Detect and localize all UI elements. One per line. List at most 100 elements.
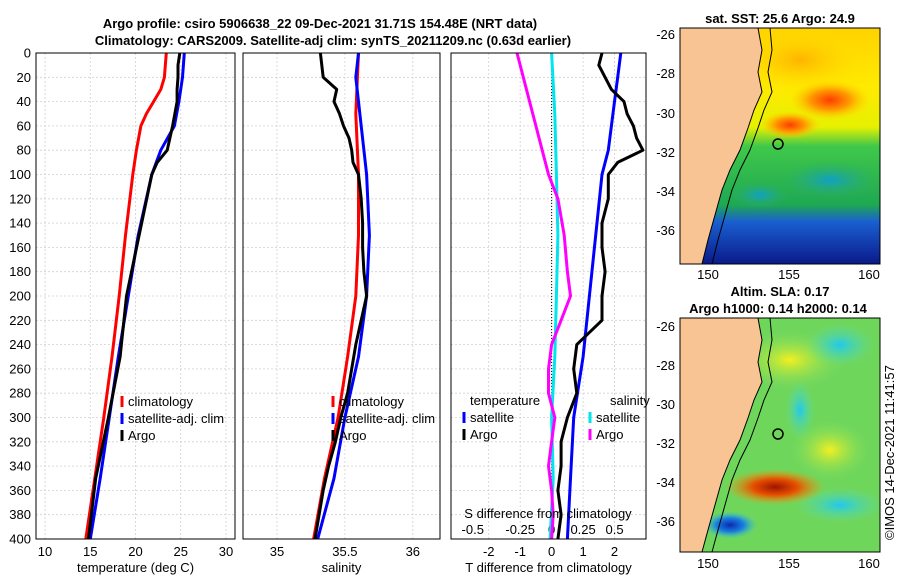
depth-tick-label: 80 <box>17 143 31 158</box>
sst-cool-patch <box>780 160 880 200</box>
depth-tick-label: 0 <box>24 46 31 61</box>
sla-xtick-150: 150 <box>697 556 719 571</box>
salinity-xlabel: salinity <box>322 560 362 575</box>
depth-tick-label: 280 <box>9 386 31 401</box>
legend-climatology-label: climatology <box>128 394 194 409</box>
salinity-frame <box>242 52 441 540</box>
legend-satellite-label: satellite-adj. clim <box>128 411 224 426</box>
sla-ytick--30: -30 <box>656 397 675 412</box>
difference-frame <box>450 52 647 540</box>
difference-xtick-label: 2 <box>611 544 618 559</box>
salinity-xtick-label: 36 <box>406 544 420 559</box>
legend-argo-label: Argo <box>128 428 155 443</box>
sst-map-frame <box>679 27 881 265</box>
sst-coastline <box>701 28 763 264</box>
depth-tick-label: 180 <box>9 264 31 279</box>
difference-xtick-label: 0 <box>548 544 555 559</box>
sst-map-title: sat. SST: 25.6 Argo: 24.9 <box>705 11 855 26</box>
salinity-xtick-label: 35.5 <box>332 544 357 559</box>
sst-hot-patch-2 <box>760 111 820 139</box>
figure-title-line1: Argo profile: csiro 5906638_22 09-Dec-20… <box>103 16 537 31</box>
depth-tick-label: 260 <box>9 361 31 376</box>
sla-warm-eddy <box>725 469 825 505</box>
sla-cyan-patch-2 <box>785 380 815 440</box>
sal-legend-climatology-label: climatology <box>339 394 405 409</box>
depth-tick-label: 20 <box>17 70 31 85</box>
diff-legend-temperature-title: temperature <box>470 393 540 408</box>
sla-xtick-160: 160 <box>858 556 880 571</box>
sst-ytick--34: -34 <box>656 184 675 199</box>
s-diff-tick-label: -0.5 <box>462 522 484 537</box>
temperature-xtick-label: 10 <box>38 544 52 559</box>
salinity-panel: 35 35.5 36 salinity <box>242 52 441 575</box>
sal-legend-satellite-label: satellite-adj. clim <box>339 411 435 426</box>
sst-xtick-150: 150 <box>697 267 719 282</box>
depth-tick-label: 60 <box>17 118 31 133</box>
diff-legend-salinity-title: salinity <box>610 393 650 408</box>
sla-argo-marker <box>772 428 784 440</box>
s-difference-axis-label: S difference from climatology <box>464 506 632 521</box>
temperature-xtick-label: 25 <box>173 544 187 559</box>
sla-ytick--36: -36 <box>656 514 675 529</box>
sst-ytick--36: -36 <box>656 223 675 238</box>
temperature-xlabel: temperature (deg C) <box>77 560 194 575</box>
sla-ytick--28: -28 <box>656 358 675 373</box>
difference-line-t-satellite <box>565 52 623 540</box>
sla-ytick--34: -34 <box>656 475 675 490</box>
sst-warm-patch <box>730 28 870 95</box>
salinity-line-argo <box>313 52 369 540</box>
temperature-legend: climatology satellite-adj. clim Argo <box>120 394 224 443</box>
sst-map: sat. SST: 25.6 Argo: 24.9 <box>679 11 881 265</box>
sst-xtick-155: 155 <box>778 267 800 282</box>
sla-cold-eddy <box>702 511 758 539</box>
depth-tick-label: 220 <box>9 313 31 328</box>
difference-line-s-satellite <box>548 52 560 540</box>
sla-map-frame <box>679 317 881 553</box>
sla-map-title-line1: Altim. SLA: 0.17 <box>731 284 830 299</box>
sla-yellow-patch-2 <box>790 420 870 480</box>
difference-xtick-label: 1 <box>579 544 586 559</box>
sst-map-axes: 150 155 160 -26 -28 -30 -32 -34 -36 <box>656 27 880 282</box>
sst-argo-marker <box>772 138 784 150</box>
sst-ytick--28: -28 <box>656 66 675 81</box>
sst-land <box>680 28 762 264</box>
sla-cyan-patch <box>805 323 875 367</box>
depth-tick-label: 160 <box>9 240 31 255</box>
depth-tick-label: 320 <box>9 434 31 449</box>
sst-cool-patch-2 <box>730 181 790 209</box>
difference-line-t-argo <box>556 52 645 540</box>
sst-ytick--26: -26 <box>656 27 675 42</box>
figure-title-line2: Climatology: CARS2009. Satellite-adj cli… <box>95 33 571 48</box>
sla-map-axes: 150 155 160 -26 -28 -30 -32 -34 -36 <box>656 319 880 571</box>
sla-map-title-line2: Argo h1000: 0.14 h2000: 0.14 <box>689 301 868 316</box>
difference-legend: temperature satellite Argo salinity sate… <box>462 393 650 521</box>
temperature-xtick-label: 20 <box>128 544 142 559</box>
sst-ytick--30: -30 <box>656 106 675 121</box>
s-diff-tick-label: 0.5 <box>606 522 624 537</box>
depth-tick-label: 340 <box>9 459 31 474</box>
depth-tick-label: 200 <box>9 289 31 304</box>
temperature-line-climatology <box>84 52 168 540</box>
difference-xlabel: T difference from climatology <box>465 560 632 575</box>
salinity-xtick-label: 35 <box>270 544 284 559</box>
difference-xtick-label: -1 <box>514 544 526 559</box>
difference-xtick-label: -2 <box>483 544 495 559</box>
s-diff-tick-label: -0.25 <box>505 522 535 537</box>
diff-legend-s-satellite-label: satellite <box>596 410 640 425</box>
depth-tick-label: 240 <box>9 337 31 352</box>
salinity-line-satellite-adj-clim <box>316 52 371 540</box>
temperature-line-argo <box>87 52 182 540</box>
sla-shelf-line <box>711 318 773 552</box>
sst-xtick-160: 160 <box>858 267 880 282</box>
depth-tick-label: 100 <box>9 167 31 182</box>
depth-tick-label: 360 <box>9 483 31 498</box>
depth-tick-label: 140 <box>9 216 31 231</box>
sla-map: Altim. SLA: 0.17 Argo h1000: 0.14 h2000:… <box>679 284 881 553</box>
difference-line-s-argo <box>515 52 572 540</box>
temperature-frame <box>35 52 236 540</box>
sla-ytick--26: -26 <box>656 319 675 334</box>
sla-coastline <box>701 318 763 552</box>
s-diff-tick-label: 0.25 <box>570 522 595 537</box>
sla-ytick--32: -32 <box>656 436 675 451</box>
